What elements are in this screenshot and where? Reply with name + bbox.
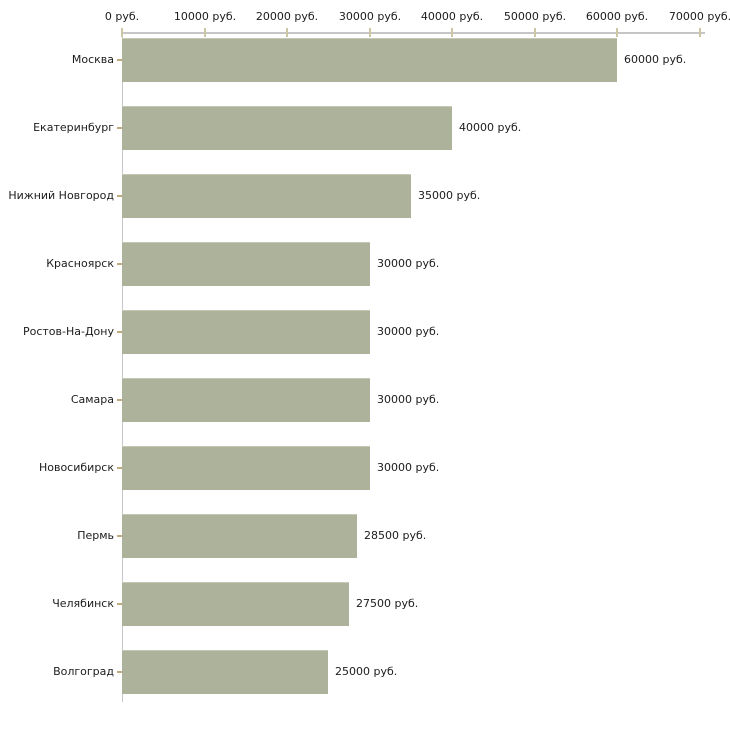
bar (122, 174, 411, 218)
category-label: Красноярск (46, 257, 114, 270)
category-tick (117, 467, 122, 469)
bar (122, 446, 370, 490)
value-label: 28500 руб. (364, 529, 427, 542)
category-label: Нижний Новгород (8, 189, 114, 202)
x-axis-tick-label: 50000 руб. (503, 10, 567, 23)
value-label: 27500 руб. (356, 597, 419, 610)
category-label: Москва (71, 53, 114, 66)
x-axis-tick-label: 20000 руб. (255, 10, 319, 23)
category-label: Волгоград (53, 665, 114, 678)
x-axis-tick (451, 28, 453, 37)
value-label: 25000 руб. (335, 665, 398, 678)
value-label: 40000 руб. (459, 121, 522, 134)
x-axis-tick-label: 60000 руб. (585, 10, 649, 23)
x-axis-tick-label: 10000 руб. (173, 10, 237, 23)
x-axis-tick (121, 28, 123, 37)
value-label: 30000 руб. (377, 325, 440, 338)
value-label: 35000 руб. (418, 189, 481, 202)
x-axis-tick (204, 28, 206, 37)
bar (122, 38, 617, 82)
bar (122, 582, 349, 626)
x-axis-tick (534, 28, 536, 37)
category-tick (117, 263, 122, 265)
bar (122, 106, 452, 150)
category-label: Новосибирск (38, 461, 114, 474)
x-axis-tick (286, 28, 288, 37)
bar (122, 514, 357, 558)
category-tick (117, 535, 122, 537)
x-axis-tick-label: 70000 руб. (668, 10, 730, 23)
x-axis-tick (369, 28, 371, 37)
category-label: Ростов-На-Дону (22, 325, 114, 338)
x-axis-line (122, 32, 705, 34)
category-tick (117, 127, 122, 129)
x-axis-tick-label: 30000 руб. (338, 10, 402, 23)
value-label: 30000 руб. (377, 461, 440, 474)
bar (122, 650, 328, 694)
category-label: Челябинск (52, 597, 114, 610)
value-label: 30000 руб. (377, 393, 440, 406)
category-tick (117, 399, 122, 401)
value-label: 30000 руб. (377, 257, 440, 270)
y-axis-line (122, 33, 123, 702)
category-tick (117, 603, 122, 605)
bar (122, 378, 370, 422)
category-tick (117, 59, 122, 61)
category-label: Самара (70, 393, 114, 406)
bar (122, 242, 370, 286)
category-tick (117, 195, 122, 197)
category-label: Екатеринбург (33, 121, 114, 134)
category-tick (117, 331, 122, 333)
category-tick (117, 671, 122, 673)
x-axis-tick-label: 40000 руб. (420, 10, 484, 23)
bar (122, 310, 370, 354)
x-axis-tick (616, 28, 618, 37)
x-axis-tick (699, 28, 701, 37)
value-label: 60000 руб. (624, 53, 687, 66)
x-axis-tick-label: 0 руб. (104, 10, 140, 23)
category-label: Пермь (77, 529, 114, 542)
